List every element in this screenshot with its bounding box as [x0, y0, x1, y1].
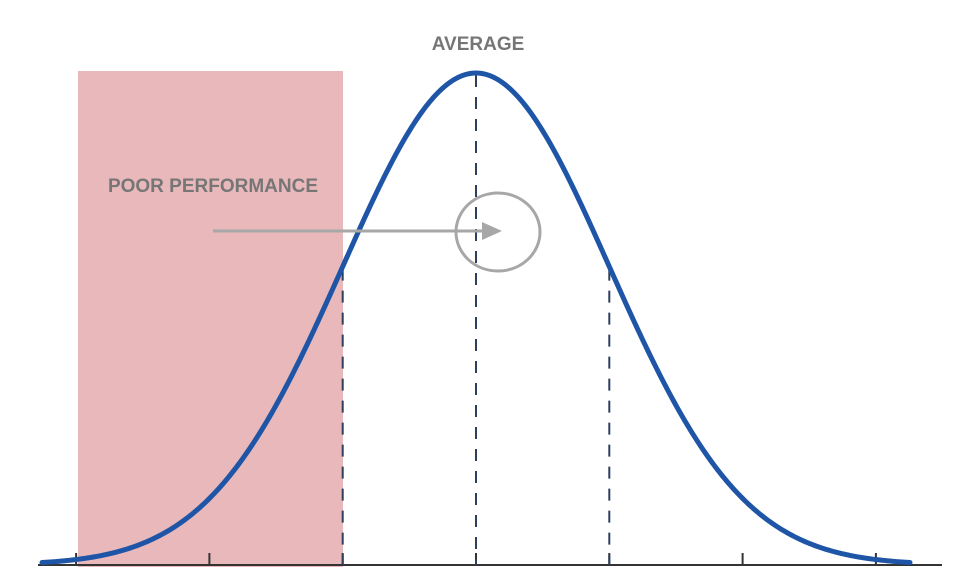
sigma-guide-lines [341, 75, 611, 565]
poor-performance-region [78, 71, 343, 567]
shift-arrow-head-icon [482, 222, 502, 240]
average-label: AVERAGE [432, 34, 525, 55]
highlight-circle [454, 191, 542, 273]
poor-performance-label: POOR PERFORMANCE [108, 176, 318, 197]
bell-curve [39, 70, 913, 566]
